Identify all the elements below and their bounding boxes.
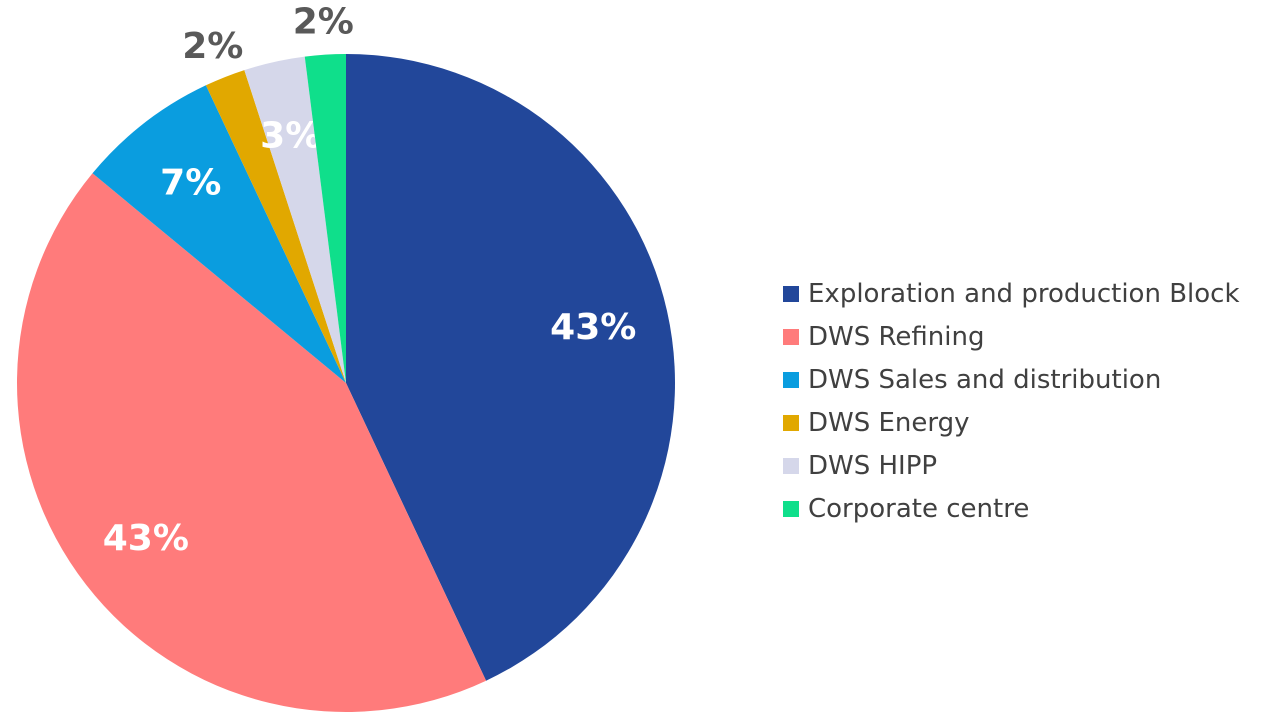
pie-slice <box>346 54 675 681</box>
legend-label: Exploration and production Block <box>808 279 1240 309</box>
pie-slice <box>205 70 346 383</box>
pie-slice <box>92 85 346 384</box>
legend-swatch <box>783 501 799 517</box>
legend-label: DWS Refining <box>808 322 984 352</box>
data-label: 43% <box>550 307 636 348</box>
legend-swatch <box>783 286 799 302</box>
legend-swatch <box>783 415 799 431</box>
pie-slice <box>304 54 346 383</box>
legend-label: Corporate centre <box>808 494 1029 524</box>
legend-swatch <box>783 329 799 345</box>
data-label: 7% <box>160 162 221 203</box>
data-label: 2% <box>182 26 243 67</box>
data-label: 3% <box>260 115 321 156</box>
legend-label: DWS HIPP <box>808 451 937 481</box>
data-label: 43% <box>103 518 189 559</box>
pie-slice <box>16 173 487 713</box>
legend-label: DWS Energy <box>808 408 970 438</box>
legend-swatch <box>783 458 799 474</box>
legend-swatch <box>783 372 799 388</box>
data-label: 2% <box>293 1 354 42</box>
legend-label: DWS Sales and distribution <box>808 365 1161 395</box>
pie-slice <box>244 56 346 383</box>
